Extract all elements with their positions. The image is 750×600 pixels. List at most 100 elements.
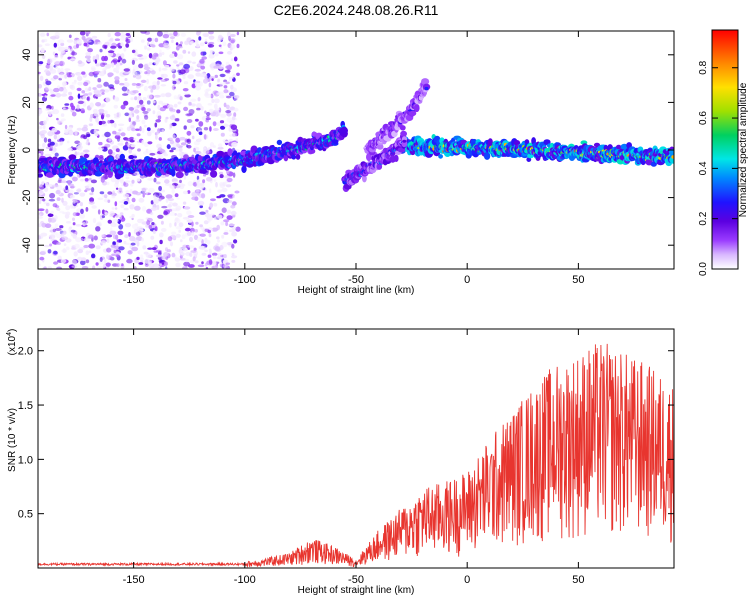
noise-speck <box>233 112 237 118</box>
noise-speck <box>44 182 49 188</box>
noise-speck <box>121 86 128 92</box>
noise-speck <box>40 47 45 53</box>
noise-speck <box>123 47 127 52</box>
noise-speck <box>206 115 210 118</box>
noise-speck <box>73 79 77 83</box>
noise-speck <box>102 62 108 66</box>
noise-speck <box>95 63 101 67</box>
noise-speck <box>82 95 87 100</box>
noise-speck <box>101 124 108 127</box>
noise-speck <box>113 96 119 102</box>
noise-speck <box>216 92 221 95</box>
track-core <box>402 139 407 143</box>
noise-speck <box>155 181 161 185</box>
noise-speck <box>159 239 163 245</box>
noise-speck <box>213 103 218 110</box>
noise-speck <box>106 254 110 260</box>
noise-speck <box>143 124 147 128</box>
noise-speck <box>196 175 200 181</box>
noise-speck <box>208 53 215 59</box>
noise-speck <box>99 257 103 262</box>
noise-speck <box>219 73 226 78</box>
noise-speck <box>77 93 81 99</box>
noise-speck <box>109 119 115 124</box>
noise-speck <box>221 187 228 193</box>
noise-speck <box>199 224 204 228</box>
noise-speck <box>43 137 48 143</box>
noise-speck <box>172 80 177 85</box>
noise-speck <box>163 210 169 216</box>
noise-speck <box>85 250 90 255</box>
noise-speck <box>149 211 153 215</box>
noise-speck <box>226 215 233 221</box>
noise-speck <box>119 200 125 204</box>
noise-speck <box>64 68 71 71</box>
noise-speck <box>171 252 176 258</box>
noise-speck <box>85 87 88 93</box>
noise-speck <box>117 142 124 146</box>
noise-speck <box>108 38 113 42</box>
noise-speck <box>76 39 82 45</box>
noise-speck <box>145 191 148 195</box>
noise-speck <box>183 125 187 130</box>
noise-speck <box>194 260 199 264</box>
noise-speck <box>95 102 102 107</box>
noise-speck <box>184 94 191 98</box>
noise-speck <box>209 202 214 209</box>
noise-speck <box>106 234 113 238</box>
noise-speck <box>38 190 44 195</box>
noise-speck <box>200 51 203 56</box>
noise-speck <box>118 45 122 49</box>
noise-speck <box>113 68 117 73</box>
noise-speck <box>113 113 118 117</box>
noise-speck <box>101 92 105 95</box>
noise-speck <box>64 124 68 130</box>
noise-speck <box>236 31 240 36</box>
noise-speck <box>103 89 110 93</box>
noise-speck <box>128 148 132 154</box>
track-halo <box>487 138 493 147</box>
noise-speck <box>80 208 84 214</box>
noise-speck <box>119 37 126 41</box>
noise-speck <box>178 222 184 228</box>
noise-speck <box>132 74 136 78</box>
noise-speck <box>162 34 170 39</box>
noise-speck <box>196 103 202 109</box>
noise-speck <box>140 254 144 259</box>
noise-speck <box>137 218 143 224</box>
noise-speck <box>165 266 168 269</box>
noise-speck <box>186 130 192 136</box>
noise-speck <box>87 183 92 189</box>
noise-speck <box>70 51 78 56</box>
noise-speck <box>110 244 116 248</box>
noise-speck <box>161 73 168 78</box>
noise-speck <box>64 74 67 79</box>
noise-speck <box>231 116 236 121</box>
noise-speck <box>141 140 144 145</box>
noise-speck <box>220 132 225 137</box>
noise-speck <box>211 252 218 256</box>
noise-speck <box>214 98 220 104</box>
noise-speck <box>195 221 199 225</box>
noise-speck <box>111 123 115 127</box>
noise-speck <box>91 205 97 209</box>
noise-speck <box>98 156 104 162</box>
noise-speck <box>217 79 220 83</box>
noise-speck <box>119 138 124 143</box>
track-halo <box>128 155 135 160</box>
noise-speck <box>112 130 117 135</box>
noise-speck <box>45 223 52 228</box>
noise-speck <box>194 150 202 155</box>
noise-speck <box>123 207 129 211</box>
noise-speck <box>125 38 131 44</box>
noise-speck <box>147 141 153 145</box>
noise-speck <box>165 116 169 120</box>
noise-speck <box>115 65 120 71</box>
noise-speck <box>44 69 50 73</box>
noise-speck <box>97 197 104 201</box>
noise-speck <box>131 217 134 221</box>
noise-speck <box>223 140 230 144</box>
noise-speck <box>229 119 236 125</box>
noise-speck <box>220 113 227 118</box>
noise-speck <box>187 190 191 194</box>
